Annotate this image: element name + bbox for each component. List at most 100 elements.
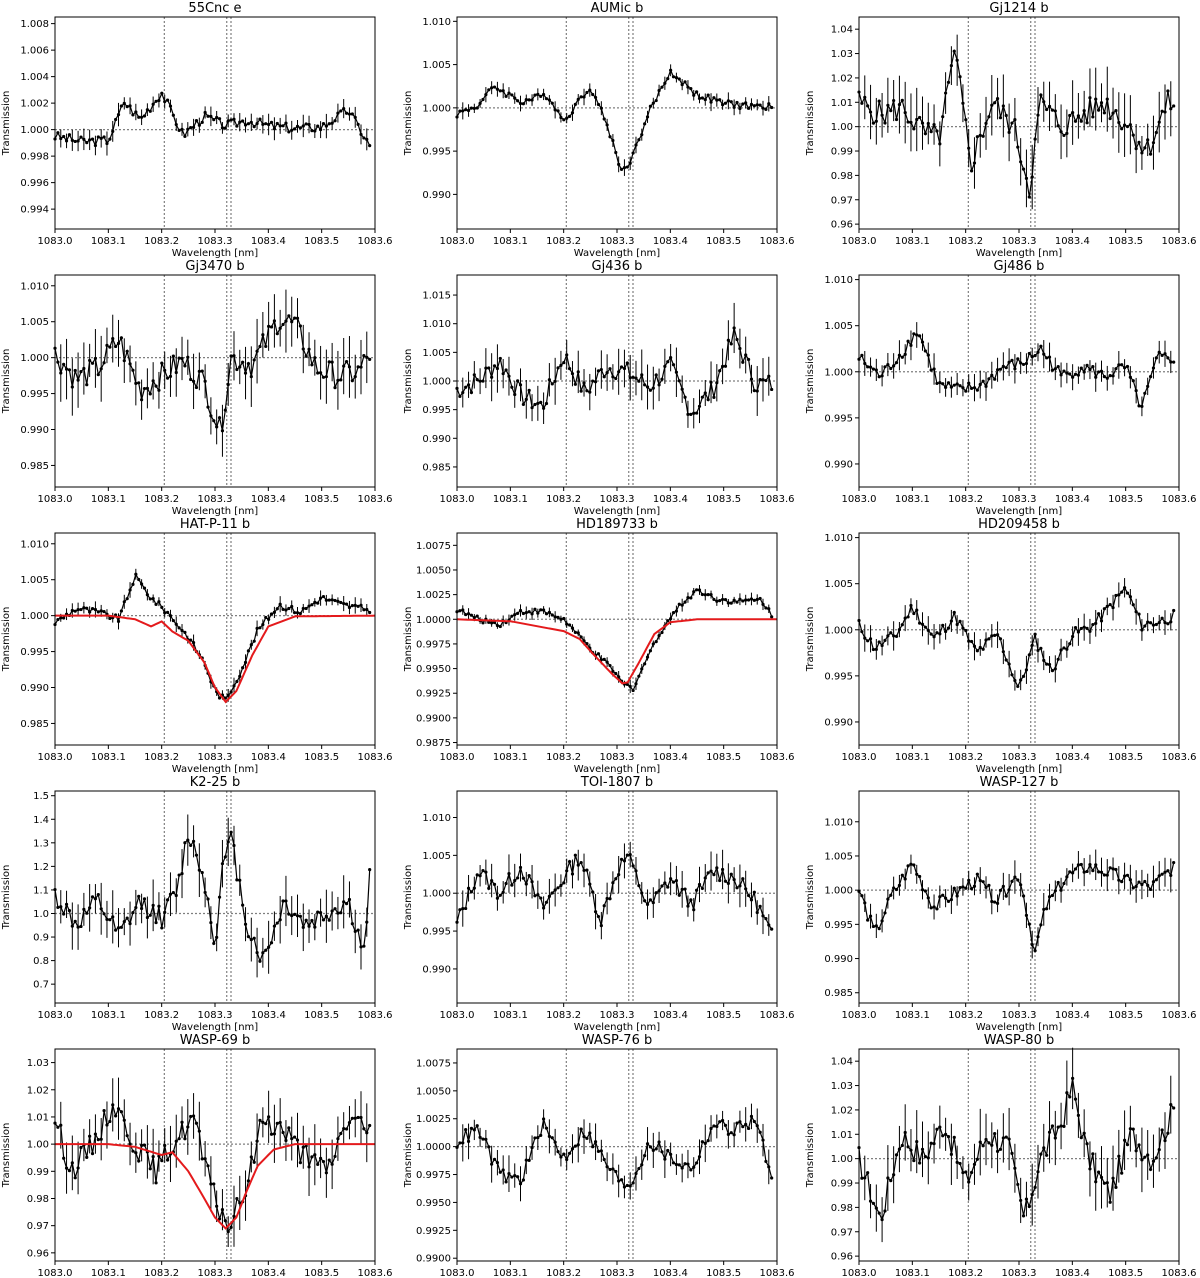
data-point xyxy=(209,114,213,118)
data-point xyxy=(269,120,274,124)
plot-frame xyxy=(456,532,778,746)
x-axis-label: Wavelength [nm] xyxy=(976,506,1062,517)
data-point xyxy=(602,1157,606,1162)
data-point xyxy=(62,1156,66,1160)
data-point xyxy=(1114,593,1118,598)
data-point xyxy=(495,896,500,900)
data-point xyxy=(654,98,658,103)
data-point xyxy=(900,355,904,359)
data-point xyxy=(1001,364,1005,368)
data-point xyxy=(536,893,540,897)
data-point xyxy=(272,127,277,131)
data-point xyxy=(683,395,687,399)
y-tick-label: 1.005 xyxy=(422,348,451,359)
data-point xyxy=(718,369,722,373)
data-point xyxy=(492,85,497,89)
data-point xyxy=(148,1167,152,1171)
data-point xyxy=(356,1115,360,1120)
data-point xyxy=(530,1146,534,1150)
data-point xyxy=(1062,133,1066,138)
data-point xyxy=(168,374,173,378)
data-point xyxy=(1019,1198,1023,1203)
data-point xyxy=(949,64,953,68)
data-point xyxy=(539,1133,543,1137)
data-point xyxy=(350,112,354,116)
x-tick-label: 1083.1 xyxy=(493,752,528,763)
data-point xyxy=(243,660,248,664)
data-point xyxy=(134,110,138,114)
data-point xyxy=(952,610,956,615)
data-point xyxy=(1076,1113,1081,1118)
data-point xyxy=(350,379,354,383)
data-point xyxy=(625,361,629,365)
data-point xyxy=(946,1135,951,1139)
data-point xyxy=(267,1115,271,1119)
data-point xyxy=(894,634,899,638)
data-point xyxy=(1151,1159,1156,1163)
transmission-series-line xyxy=(858,1078,1175,1222)
data-point xyxy=(200,369,204,373)
data-point xyxy=(749,1114,754,1118)
data-point xyxy=(712,873,716,877)
data-point xyxy=(122,359,126,363)
data-point xyxy=(246,122,251,126)
y-axis-label: Transmission xyxy=(805,607,816,673)
data-point xyxy=(217,117,222,121)
data-point xyxy=(697,96,702,100)
data-point xyxy=(686,1162,690,1166)
data-point xyxy=(507,374,511,378)
data-point xyxy=(735,1121,739,1125)
data-point xyxy=(131,1149,135,1153)
data-point xyxy=(96,135,100,139)
data-point xyxy=(738,1120,742,1124)
y-tick-label: 1.000 xyxy=(20,125,49,136)
data-point xyxy=(1065,371,1069,375)
data-point xyxy=(281,124,285,128)
data-point xyxy=(510,385,514,389)
data-point xyxy=(160,361,164,365)
data-point xyxy=(521,611,525,616)
data-point xyxy=(651,1148,655,1153)
x-axis-label: Wavelength [nm] xyxy=(172,248,258,259)
data-point xyxy=(958,1161,962,1166)
data-point xyxy=(1024,1197,1029,1201)
x-tick-label: 1083.4 xyxy=(1055,1268,1090,1278)
data-point xyxy=(723,364,728,368)
data-point xyxy=(932,1142,936,1146)
data-point xyxy=(1169,360,1173,364)
x-axis-label: Wavelength [nm] xyxy=(172,764,258,775)
data-point xyxy=(88,610,92,614)
data-point xyxy=(1131,886,1135,890)
data-point xyxy=(1050,669,1055,673)
y-axis-label: Transmission xyxy=(1,91,12,157)
data-point xyxy=(1071,375,1075,379)
data-point xyxy=(359,603,363,607)
y-axis-label: Transmission xyxy=(403,865,414,931)
data-point xyxy=(1102,1181,1106,1185)
data-point xyxy=(197,868,201,872)
data-point xyxy=(131,113,135,117)
data-point xyxy=(692,908,696,912)
data-point xyxy=(761,1138,765,1142)
y-tick-label: 1.02 xyxy=(831,73,853,84)
data-point xyxy=(576,863,580,867)
data-point xyxy=(368,1123,372,1128)
chart-title: 55Cnc e xyxy=(188,1,241,16)
data-point xyxy=(168,614,173,618)
data-point xyxy=(64,902,69,906)
data-point xyxy=(368,143,372,148)
data-point xyxy=(313,1153,317,1157)
data-point xyxy=(125,349,129,353)
y-tick-label: 0.994 xyxy=(20,205,49,216)
data-point xyxy=(920,340,925,344)
x-tick-label: 1083.4 xyxy=(251,1010,286,1021)
data-point xyxy=(883,638,887,642)
data-point xyxy=(498,893,502,897)
data-point xyxy=(472,616,476,620)
data-point xyxy=(941,893,945,897)
y-tick-label: 1.000 xyxy=(422,889,451,900)
data-point xyxy=(614,671,618,676)
data-point xyxy=(527,610,531,614)
